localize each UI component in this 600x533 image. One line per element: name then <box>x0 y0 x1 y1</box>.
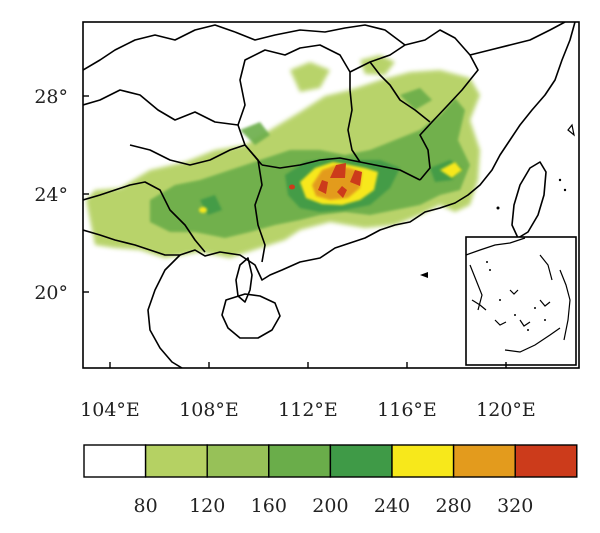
legend-tick-label: 200 <box>312 495 348 517</box>
hainan-island <box>221 293 281 339</box>
offshore-islands <box>420 123 575 278</box>
border-sichuan-guizhou <box>83 24 236 71</box>
map-panel <box>82 21 580 369</box>
coastline-and-borders <box>83 22 576 368</box>
lon-tick-120: 120°E <box>476 399 536 421</box>
leizhou-peninsula <box>235 257 253 303</box>
border-jiangxi-fujian <box>369 61 431 123</box>
latitude-labels: 28° 24° 20° <box>34 86 68 304</box>
rainfall-field <box>86 55 480 258</box>
legend-color-box <box>206 444 270 478</box>
inset-map <box>465 236 577 366</box>
legend-tick-label: 160 <box>251 495 287 517</box>
taiwan-island <box>511 161 547 239</box>
border-guizhou-guangxi <box>129 144 246 166</box>
axis-ticks <box>83 95 507 368</box>
color-legend: 80 120 160 200 240 280 320 <box>83 444 578 517</box>
border-fujian-zhejiang <box>469 22 566 56</box>
border-jiangxi-zhejiang <box>349 29 479 81</box>
longitude-labels: 104°E 108°E 112°E 116°E 120°E <box>80 399 536 421</box>
legend-color-box <box>268 444 332 478</box>
border-jiangxi-hunan <box>347 89 361 163</box>
legend-color-box <box>452 444 516 478</box>
legend-color-boxes <box>83 444 578 478</box>
legend-tick-label: 240 <box>374 495 410 517</box>
legend-tick-label: 320 <box>497 495 533 517</box>
legend-color-box <box>514 444 578 478</box>
vietnam-coast <box>147 254 183 368</box>
rain-core-red <box>289 163 362 198</box>
legend-labels: 80 120 160 200 240 280 320 <box>134 495 534 517</box>
lon-tick-112: 112°E <box>278 399 338 421</box>
lat-tick-20: 20° <box>34 282 68 304</box>
inset-outlines <box>465 237 571 353</box>
inset-frame <box>465 236 577 366</box>
lat-tick-28: 28° <box>34 86 68 108</box>
legend-tick-label: 280 <box>435 495 471 517</box>
legend-tick-label: 120 <box>189 495 225 517</box>
legend-color-box <box>83 444 147 478</box>
lon-tick-108: 108°E <box>179 399 239 421</box>
border-guizhou <box>83 44 351 126</box>
border-north-guangdong <box>261 157 421 181</box>
border-yunnan-guangxi <box>83 181 206 253</box>
legend-color-box <box>391 444 455 478</box>
map-frame <box>82 21 580 369</box>
inset-islands <box>486 261 546 331</box>
lon-tick-104: 104°E <box>80 399 140 421</box>
lat-tick-24: 24° <box>34 184 68 206</box>
border-hubei <box>234 24 406 46</box>
coastline <box>83 22 576 281</box>
border-guangdong-fujian <box>419 79 471 181</box>
legend-tick-label: 80 <box>134 495 158 517</box>
legend-color-box <box>329 444 393 478</box>
lon-tick-116: 116°E <box>377 399 437 421</box>
legend-color-box <box>144 444 208 478</box>
